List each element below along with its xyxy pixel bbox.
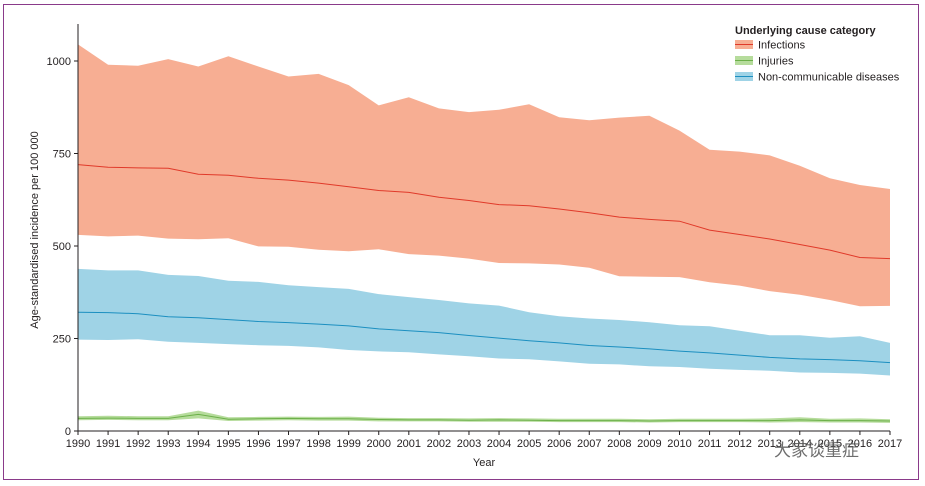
x-tick-label: 2003 bbox=[457, 438, 481, 450]
legend-label-injuries: Injuries bbox=[758, 56, 794, 68]
x-tick-label: 2008 bbox=[607, 438, 631, 450]
line-infections bbox=[77, 164, 891, 260]
x-tick-label: 1990 bbox=[66, 438, 90, 450]
x-tick-label: 2014 bbox=[788, 438, 812, 450]
area-injuries bbox=[78, 410, 890, 423]
x-tick-label: 2007 bbox=[577, 438, 601, 450]
x-tick-label: 1999 bbox=[336, 438, 360, 450]
line-injuries bbox=[77, 413, 891, 422]
x-tick-label: 2005 bbox=[517, 438, 541, 450]
legend: Underlying cause category Infections Inju… bbox=[735, 25, 900, 84]
x-tick-label: 1997 bbox=[276, 438, 300, 450]
x-tick-label: 1994 bbox=[186, 438, 210, 450]
legend-label-non-communicable-diseases: Non-communicable diseases bbox=[758, 72, 900, 84]
x-tick-label: 2012 bbox=[727, 438, 751, 450]
x-tick-label: 2009 bbox=[637, 438, 661, 450]
x-tick-label: 1995 bbox=[216, 438, 240, 450]
x-tick-label: 1996 bbox=[246, 438, 270, 450]
y-tick-labels: 0 250 500 750 1000 bbox=[47, 56, 71, 438]
figure-frame bbox=[3, 4, 919, 480]
x-tick-label: 2001 bbox=[397, 438, 421, 450]
x-tick-label: 2011 bbox=[698, 438, 722, 450]
y-tick-label: 750 bbox=[53, 149, 71, 161]
watermark: 大家谈重症 bbox=[774, 441, 859, 461]
line-non-communicable-diseases bbox=[77, 311, 891, 364]
legend-title: Underlying cause category bbox=[735, 25, 876, 37]
x-tick-label: 2010 bbox=[667, 438, 691, 450]
x-tick-label: 2015 bbox=[818, 438, 842, 450]
area-non-communicable-diseases bbox=[78, 268, 890, 376]
chart-areas bbox=[78, 44, 890, 423]
y-tick-label: 0 bbox=[65, 426, 71, 438]
y-tick-label: 500 bbox=[53, 241, 71, 253]
legend-label-infections: Infections bbox=[758, 40, 806, 52]
y-tick-label: 250 bbox=[53, 334, 71, 346]
x-tick-label: 2000 bbox=[366, 438, 390, 450]
x-tick-label: 1998 bbox=[306, 438, 330, 450]
chart-lines bbox=[77, 164, 891, 422]
y-axis-label: Age-standardised incidence per 100 000 bbox=[29, 131, 41, 329]
y-tick-label: 1000 bbox=[47, 56, 71, 68]
x-tick-label: 2017 bbox=[878, 438, 902, 450]
chart-axes bbox=[74, 24, 891, 435]
x-tick-label: 1993 bbox=[156, 438, 180, 450]
x-tick-label: 2013 bbox=[757, 438, 781, 450]
x-tick-label: 2002 bbox=[427, 438, 451, 450]
x-tick-label: 2016 bbox=[848, 438, 872, 450]
x-tick-label: 1992 bbox=[126, 438, 150, 450]
x-tick-labels: 1990 1991 1992 1993 1994 1995 1996 1997 1998 1999… bbox=[66, 438, 902, 450]
x-tick-label: 2004 bbox=[487, 438, 511, 450]
area-infections bbox=[78, 44, 890, 307]
x-tick-label: 1991 bbox=[96, 438, 120, 450]
x-axis-label: Year bbox=[473, 457, 496, 469]
x-tick-label: 2006 bbox=[547, 438, 571, 450]
